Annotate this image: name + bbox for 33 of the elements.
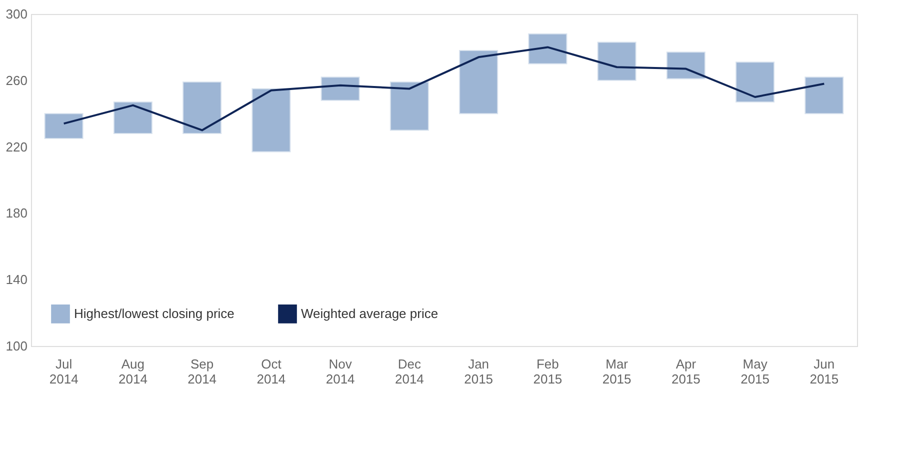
x-tick-label: May 2015 — [740, 356, 770, 386]
x-tick-label: Jun 2015 — [810, 356, 839, 386]
bar — [597, 42, 636, 81]
x-tick-label: Jan 2015 — [464, 356, 494, 386]
y-tick-label: 140 — [6, 272, 28, 288]
y-tick-label: 220 — [6, 139, 28, 154]
legend-label: Weighted average price — [301, 306, 438, 321]
x-tick-label: Feb 2015 — [533, 356, 562, 386]
bar — [320, 76, 360, 101]
y-tick-label: 300 — [6, 6, 28, 22]
bar — [390, 82, 429, 131]
x-tick-label: Sep 2014 — [188, 356, 217, 386]
x-tick-label: Nov 2014 — [326, 356, 355, 386]
x-tick-label: Apr 2015 — [671, 356, 700, 386]
bar — [459, 50, 498, 114]
x-tick-label: Dec 2014 — [394, 356, 424, 386]
bar — [44, 113, 84, 139]
x-tick-label: Jul 2014 — [49, 356, 78, 386]
bar — [804, 76, 844, 114]
x-tick-label: Mar 2015 — [602, 356, 632, 386]
line-series — [62, 46, 826, 132]
y-tick-label: 100 — [6, 338, 28, 354]
bar — [113, 101, 152, 134]
legend-label: Highest/lowest closing price — [74, 306, 234, 321]
y-tick-label: 180 — [6, 206, 28, 221]
y-tick-label: 260 — [6, 72, 28, 88]
bar — [736, 62, 775, 102]
x-tick-label: Aug 2014 — [118, 356, 148, 386]
bar — [666, 52, 706, 80]
bar — [252, 88, 291, 152]
bar — [182, 82, 222, 134]
bar — [528, 33, 568, 64]
x-tick-label: Oct 2014 — [256, 356, 286, 386]
